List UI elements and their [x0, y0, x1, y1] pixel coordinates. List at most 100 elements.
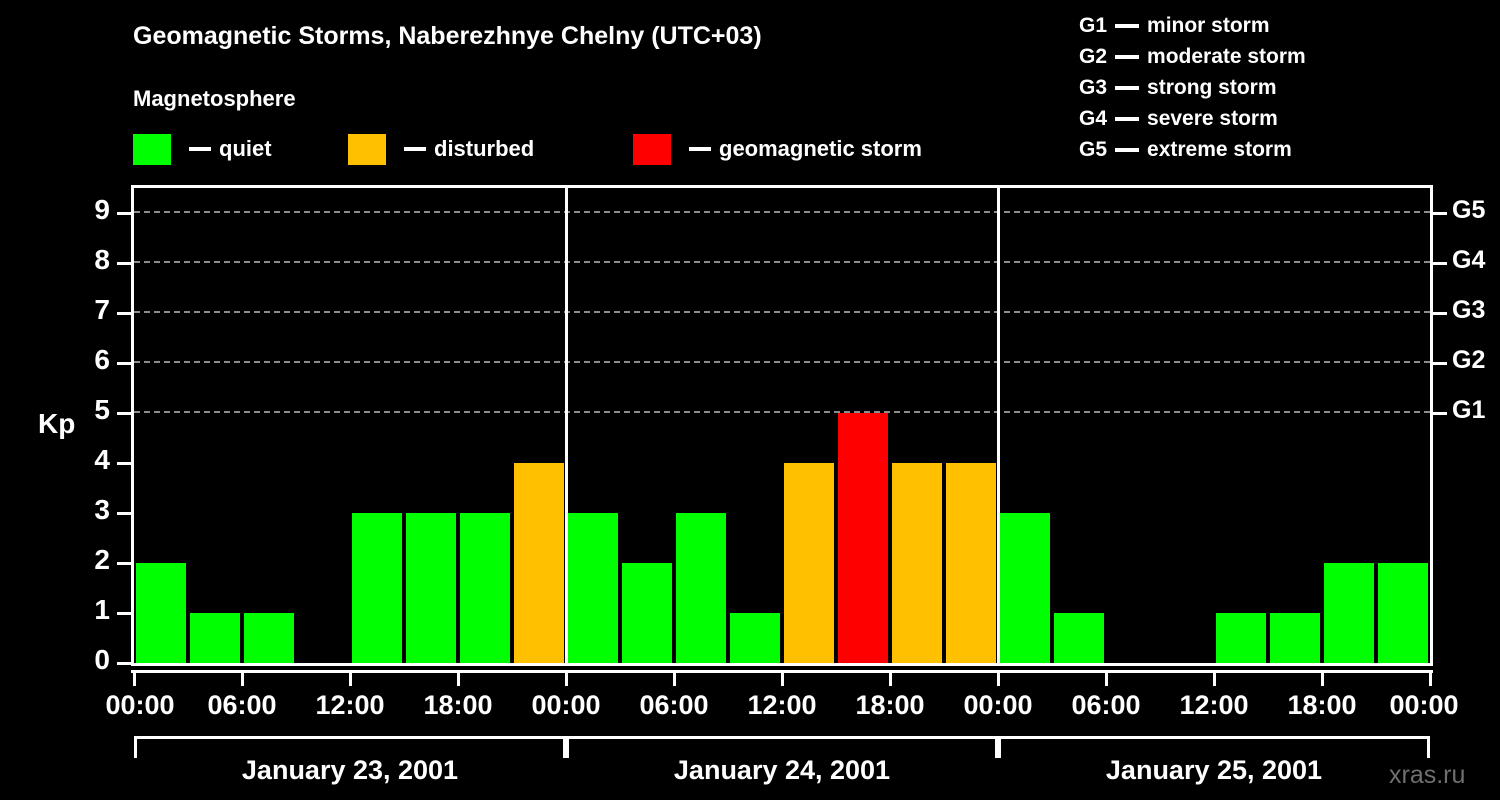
y-tick-5: [117, 411, 131, 415]
bar: [136, 563, 186, 663]
g-legend-description: severe storm: [1147, 107, 1278, 130]
x-tick-label-3: 18:00: [423, 690, 493, 720]
x-tick-label-1: 06:00: [207, 690, 277, 720]
g-legend-row-g5: G5 extreme storm: [1079, 134, 1306, 165]
legend-swatch-disturbed: [348, 133, 386, 165]
x-tick-12: [1428, 670, 1432, 686]
day-separator: [996, 188, 1000, 663]
g-tick-label-g3: G3: [1452, 296, 1486, 324]
legend-item-disturbed: disturbed: [348, 133, 534, 165]
x-tick-6: [780, 670, 784, 686]
gridline-kp-9: [134, 211, 1430, 213]
x-tick-11: [1320, 670, 1324, 686]
y-tick-label-9: 9: [94, 194, 110, 225]
g-legend-dash-icon: [1115, 147, 1140, 152]
y-tick-1: [117, 611, 131, 615]
g-tick-label-g2: G2: [1452, 346, 1486, 374]
legend-label-geomagnetic-storm: geomagnetic storm: [719, 136, 922, 161]
x-tick-7: [888, 670, 892, 686]
x-tick-label-12: 00:00: [1389, 690, 1459, 720]
gridline-kp-7: [134, 311, 1430, 313]
y-tick-label-3: 3: [94, 494, 110, 525]
x-tick-2: [348, 670, 352, 686]
x-tick-label-11: 18:00: [1287, 690, 1357, 720]
x-tick-label-7: 18:00: [855, 690, 925, 720]
day-separator: [564, 188, 568, 663]
g-scale-legend: G1 minor storm G2 moderate storm G3 strong st…: [1079, 10, 1306, 165]
g-tick-g1: [1433, 411, 1447, 415]
y-axis-title: Kp: [38, 408, 76, 439]
bar: [568, 513, 618, 663]
legend-label-disturbed: disturbed: [434, 136, 535, 161]
g-legend-row-g4: G4 severe storm: [1079, 103, 1306, 134]
gridline-kp-5: [134, 411, 1430, 413]
x-tick-label-8: 00:00: [963, 690, 1033, 720]
g-tick-label-g4: G4: [1452, 246, 1486, 274]
y-tick-label-2: 2: [94, 544, 110, 575]
g-legend-description: minor storm: [1147, 14, 1270, 37]
bar: [1378, 563, 1428, 663]
bar: [1324, 563, 1374, 663]
g-legend-row-g3: G3 strong storm: [1079, 72, 1306, 103]
y-tick-0: [117, 661, 131, 665]
g-legend-code: G3: [1079, 76, 1108, 99]
legend-item-geomagnetic-storm: geomagnetic storm: [633, 133, 922, 165]
x-tick-4: [564, 670, 568, 686]
y-tick-label-7: 7: [94, 294, 110, 325]
x-tick-5: [672, 670, 676, 686]
y-tick-2: [117, 561, 131, 565]
bar: [946, 463, 996, 663]
g-tick-label-g5: G5: [1452, 196, 1486, 224]
y-tick-3: [117, 511, 131, 515]
g-tick-label-g1: G1: [1452, 396, 1486, 424]
g-legend-code: G5: [1079, 138, 1108, 161]
y-tick-6: [117, 361, 131, 365]
day-label: January 23, 2001: [241, 755, 459, 785]
y-tick-label-1: 1: [94, 594, 110, 625]
x-tick-label-0: 00:00: [105, 690, 175, 720]
bar: [730, 613, 780, 663]
g-legend-code: G4: [1079, 107, 1108, 130]
x-tick-label-10: 12:00: [1179, 690, 1249, 720]
bar: [244, 613, 294, 663]
x-tick-label-9: 06:00: [1071, 690, 1141, 720]
g-legend-dash-icon: [1115, 85, 1140, 90]
y-tick-7: [117, 311, 131, 315]
bar: [190, 613, 240, 663]
legend-dash-icon: [404, 147, 426, 151]
legend-label-quiet: quiet: [219, 136, 272, 161]
day-bracket: [998, 736, 1430, 758]
x-tick-9: [1104, 670, 1108, 686]
g-legend-dash-icon: [1115, 23, 1140, 28]
legend-dash-icon: [189, 147, 211, 151]
g-legend-description: moderate storm: [1147, 45, 1306, 68]
day-label: January 24, 2001: [673, 755, 891, 785]
y-tick-8: [117, 261, 131, 265]
g-legend-dash-icon: [1115, 116, 1140, 121]
g-tick-g4: [1433, 261, 1447, 265]
x-tick-10: [1212, 670, 1216, 686]
g-legend-code: G2: [1079, 45, 1108, 68]
bar: [1000, 513, 1050, 663]
g-legend-row-g2: G2 moderate storm: [1079, 41, 1306, 72]
x-tick-label-2: 12:00: [315, 690, 385, 720]
g-legend-row-g1: G1 minor storm: [1079, 10, 1306, 41]
legend-swatch-geomagnetic-storm: [633, 133, 671, 165]
g-legend-code: G1: [1079, 14, 1108, 37]
bar: [676, 513, 726, 663]
plot-area: [131, 185, 1433, 666]
g-tick-g3: [1433, 311, 1447, 315]
y-tick-9: [117, 211, 131, 215]
watermark: xras.ru: [1389, 761, 1466, 789]
bar: [1216, 613, 1266, 663]
bar: [622, 563, 672, 663]
day-bracket: [134, 736, 566, 758]
gridline-kp-8: [134, 261, 1430, 263]
y-tick-label-5: 5: [94, 394, 110, 425]
legend-heading: Magnetosphere: [133, 86, 296, 111]
bar: [460, 513, 510, 663]
day-label: January 25, 2001: [1105, 755, 1323, 785]
g-legend-description: extreme storm: [1147, 138, 1292, 161]
y-tick-label-4: 4: [94, 444, 110, 475]
